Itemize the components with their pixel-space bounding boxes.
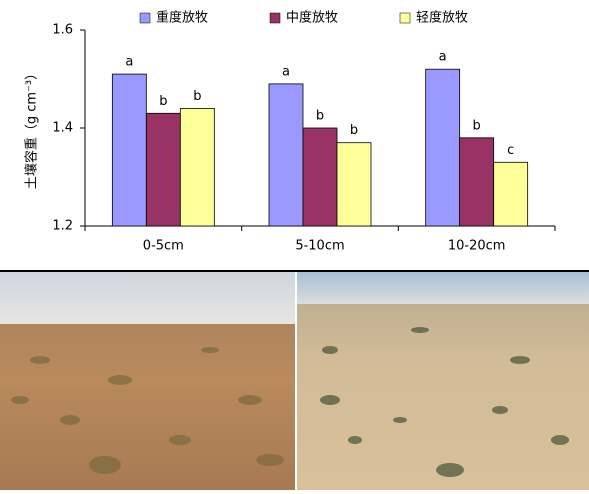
significance-letter: b: [159, 94, 167, 109]
x-tick-label: 10-20cm: [448, 239, 506, 254]
significance-letter: c: [507, 143, 514, 158]
bar: [111, 73, 147, 227]
bar: [493, 161, 529, 227]
significance-letter: b: [473, 118, 481, 133]
y-tick-label: 1.4: [52, 121, 73, 136]
legend-label: 轻度放牧: [416, 10, 468, 26]
significance-letter: b: [316, 109, 324, 124]
photo-left: [0, 272, 295, 490]
bar: [336, 142, 372, 227]
legend-label: 中度放牧: [286, 10, 338, 26]
y-axis-label: 土壤容重（g cm⁻³）: [24, 67, 40, 189]
bar: [302, 127, 338, 227]
bar: [425, 68, 461, 227]
significance-letter: b: [350, 123, 358, 138]
legend-swatch: [139, 12, 151, 24]
bar: [268, 83, 304, 227]
y-tick-label: 1.2: [52, 219, 73, 234]
significance-letter: a: [125, 55, 133, 70]
x-tick-label: 5-10cm: [295, 239, 344, 254]
bar: [145, 112, 181, 227]
significance-letter: a: [282, 64, 290, 79]
legend-swatch: [399, 12, 411, 24]
legend-label: 重度放牧: [156, 10, 208, 26]
significance-letter: a: [439, 50, 447, 65]
bar: [179, 108, 215, 227]
y-tick-label: 1.6: [52, 23, 73, 38]
x-tick-label: 0-5cm: [143, 239, 184, 254]
photo-right: [297, 272, 589, 490]
bar: [459, 137, 495, 227]
legend-swatch: [269, 12, 281, 24]
significance-letter: b: [193, 89, 201, 104]
